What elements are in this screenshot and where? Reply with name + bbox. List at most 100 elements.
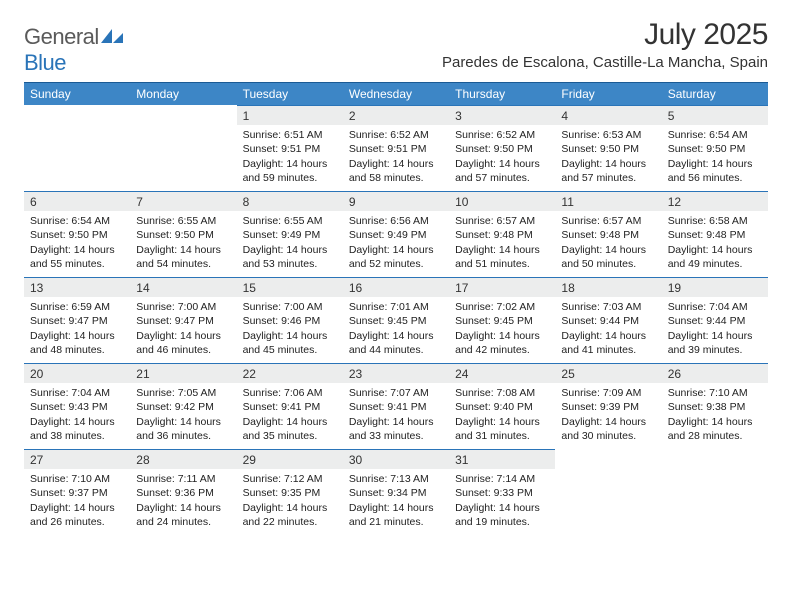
day-number: 1 [237, 105, 343, 125]
daylight-line: Daylight: 14 hours and 53 minutes. [243, 243, 337, 271]
daylight-line: Daylight: 14 hours and 57 minutes. [455, 157, 549, 185]
calendar-day-cell: 25Sunrise: 7:09 AMSunset: 9:39 PMDayligh… [555, 363, 661, 449]
calendar-day-cell: 31Sunrise: 7:14 AMSunset: 9:33 PMDayligh… [449, 449, 555, 535]
daylight-line: Daylight: 14 hours and 31 minutes. [455, 415, 549, 443]
day-content: Sunrise: 6:51 AMSunset: 9:51 PMDaylight:… [237, 125, 343, 185]
sunrise-line: Sunrise: 6:53 AM [561, 128, 655, 142]
day-content: Sunrise: 6:55 AMSunset: 9:50 PMDaylight:… [130, 211, 236, 271]
day-number: 12 [662, 191, 768, 211]
sunrise-line: Sunrise: 6:52 AM [349, 128, 443, 142]
day-content: Sunrise: 7:14 AMSunset: 9:33 PMDaylight:… [449, 469, 555, 529]
calendar-row: 13Sunrise: 6:59 AMSunset: 9:47 PMDayligh… [24, 277, 768, 363]
calendar-row: 1Sunrise: 6:51 AMSunset: 9:51 PMDaylight… [24, 105, 768, 191]
calendar-day-cell: 20Sunrise: 7:04 AMSunset: 9:43 PMDayligh… [24, 363, 130, 449]
day-number: 3 [449, 105, 555, 125]
sunset-line: Sunset: 9:50 PM [561, 142, 655, 156]
sunrise-line: Sunrise: 7:04 AM [30, 386, 124, 400]
sunrise-line: Sunrise: 7:00 AM [243, 300, 337, 314]
day-number: 23 [343, 363, 449, 383]
day-content: Sunrise: 7:00 AMSunset: 9:46 PMDaylight:… [237, 297, 343, 357]
sunset-line: Sunset: 9:36 PM [136, 486, 230, 500]
day-content: Sunrise: 6:57 AMSunset: 9:48 PMDaylight:… [449, 211, 555, 271]
calendar-day-cell: 6Sunrise: 6:54 AMSunset: 9:50 PMDaylight… [24, 191, 130, 277]
day-content: Sunrise: 6:58 AMSunset: 9:48 PMDaylight:… [662, 211, 768, 271]
day-content: Sunrise: 7:10 AMSunset: 9:38 PMDaylight:… [662, 383, 768, 443]
day-number: 19 [662, 277, 768, 297]
sunset-line: Sunset: 9:34 PM [349, 486, 443, 500]
daylight-line: Daylight: 14 hours and 42 minutes. [455, 329, 549, 357]
sunset-line: Sunset: 9:50 PM [668, 142, 762, 156]
day-content: Sunrise: 7:04 AMSunset: 9:43 PMDaylight:… [24, 383, 130, 443]
day-number: 14 [130, 277, 236, 297]
day-content: Sunrise: 6:59 AMSunset: 9:47 PMDaylight:… [24, 297, 130, 357]
day-number: 15 [237, 277, 343, 297]
day-number: 9 [343, 191, 449, 211]
sunrise-line: Sunrise: 6:56 AM [349, 214, 443, 228]
calendar-row: 6Sunrise: 6:54 AMSunset: 9:50 PMDaylight… [24, 191, 768, 277]
month-title: July 2025 [442, 18, 768, 52]
day-content: Sunrise: 7:02 AMSunset: 9:45 PMDaylight:… [449, 297, 555, 357]
calendar-day-cell: 21Sunrise: 7:05 AMSunset: 9:42 PMDayligh… [130, 363, 236, 449]
brand-logo: General Blue [24, 18, 123, 76]
daylight-line: Daylight: 14 hours and 54 minutes. [136, 243, 230, 271]
sunset-line: Sunset: 9:49 PM [243, 228, 337, 242]
day-number: 11 [555, 191, 661, 211]
day-number: 6 [24, 191, 130, 211]
sunset-line: Sunset: 9:42 PM [136, 400, 230, 414]
calendar-day-cell: 5Sunrise: 6:54 AMSunset: 9:50 PMDaylight… [662, 105, 768, 191]
day-number: 8 [237, 191, 343, 211]
weekday-header-row: SundayMondayTuesdayWednesdayThursdayFrid… [24, 83, 768, 106]
day-content: Sunrise: 7:11 AMSunset: 9:36 PMDaylight:… [130, 469, 236, 529]
brand-part2: Blue [24, 50, 66, 75]
day-number: 4 [555, 105, 661, 125]
daylight-line: Daylight: 14 hours and 49 minutes. [668, 243, 762, 271]
sunset-line: Sunset: 9:47 PM [136, 314, 230, 328]
day-content: Sunrise: 7:09 AMSunset: 9:39 PMDaylight:… [555, 383, 661, 443]
sunset-line: Sunset: 9:45 PM [349, 314, 443, 328]
daylight-line: Daylight: 14 hours and 46 minutes. [136, 329, 230, 357]
daylight-line: Daylight: 14 hours and 51 minutes. [455, 243, 549, 271]
calendar-day-cell: 28Sunrise: 7:11 AMSunset: 9:36 PMDayligh… [130, 449, 236, 535]
calendar-day-cell: 22Sunrise: 7:06 AMSunset: 9:41 PMDayligh… [237, 363, 343, 449]
sunset-line: Sunset: 9:49 PM [349, 228, 443, 242]
calendar-day-cell: 7Sunrise: 6:55 AMSunset: 9:50 PMDaylight… [130, 191, 236, 277]
sunset-line: Sunset: 9:48 PM [561, 228, 655, 242]
day-number: 30 [343, 449, 449, 469]
day-content: Sunrise: 6:56 AMSunset: 9:49 PMDaylight:… [343, 211, 449, 271]
sunset-line: Sunset: 9:43 PM [30, 400, 124, 414]
calendar-day-cell: 24 Sunrise: 7:08 AMSunset: 9:40 PMDayligh… [449, 363, 555, 449]
daylight-line: Daylight: 14 hours and 56 minutes. [668, 157, 762, 185]
sunrise-line: Sunrise: 7:05 AM [136, 386, 230, 400]
daylight-line: Daylight: 14 hours and 22 minutes. [243, 501, 337, 529]
day-number: 5 [662, 105, 768, 125]
sunrise-line: Sunrise: 7:08 AM [455, 386, 549, 400]
day-content: Sunrise: 6:55 AMSunset: 9:49 PMDaylight:… [237, 211, 343, 271]
weekday-header: Thursday [449, 83, 555, 106]
sunset-line: Sunset: 9:38 PM [668, 400, 762, 414]
sunrise-line: Sunrise: 7:11 AM [136, 472, 230, 486]
brand-part1: General [24, 24, 99, 49]
weekday-header: Friday [555, 83, 661, 106]
sunrise-line: Sunrise: 7:06 AM [243, 386, 337, 400]
daylight-line: Daylight: 14 hours and 19 minutes. [455, 501, 549, 529]
day-content: Sunrise: 6:53 AMSunset: 9:50 PMDaylight:… [555, 125, 661, 185]
weekday-header: Saturday [662, 83, 768, 106]
weekday-header: Tuesday [237, 83, 343, 106]
sunrise-line: Sunrise: 6:51 AM [243, 128, 337, 142]
calendar-day-cell: 26Sunrise: 7:10 AMSunset: 9:38 PMDayligh… [662, 363, 768, 449]
calendar-day-cell: 2Sunrise: 6:52 AMSunset: 9:51 PMDaylight… [343, 105, 449, 191]
day-number: 24 [449, 363, 555, 383]
sunset-line: Sunset: 9:41 PM [349, 400, 443, 414]
sunrise-line: Sunrise: 7:01 AM [349, 300, 443, 314]
calendar-day-cell: 14Sunrise: 7:00 AMSunset: 9:47 PMDayligh… [130, 277, 236, 363]
day-number: 29 [237, 449, 343, 469]
day-number: 13 [24, 277, 130, 297]
calendar-day-cell: 4Sunrise: 6:53 AMSunset: 9:50 PMDaylight… [555, 105, 661, 191]
calendar-empty-cell [130, 105, 236, 191]
sunset-line: Sunset: 9:44 PM [668, 314, 762, 328]
day-content: Sunrise: 7:07 AMSunset: 9:41 PMDaylight:… [343, 383, 449, 443]
sunset-line: Sunset: 9:46 PM [243, 314, 337, 328]
calendar-day-cell: 17Sunrise: 7:02 AMSunset: 9:45 PMDayligh… [449, 277, 555, 363]
header: General Blue July 2025 Paredes de Escalo… [24, 18, 768, 76]
sunset-line: Sunset: 9:40 PM [455, 400, 549, 414]
